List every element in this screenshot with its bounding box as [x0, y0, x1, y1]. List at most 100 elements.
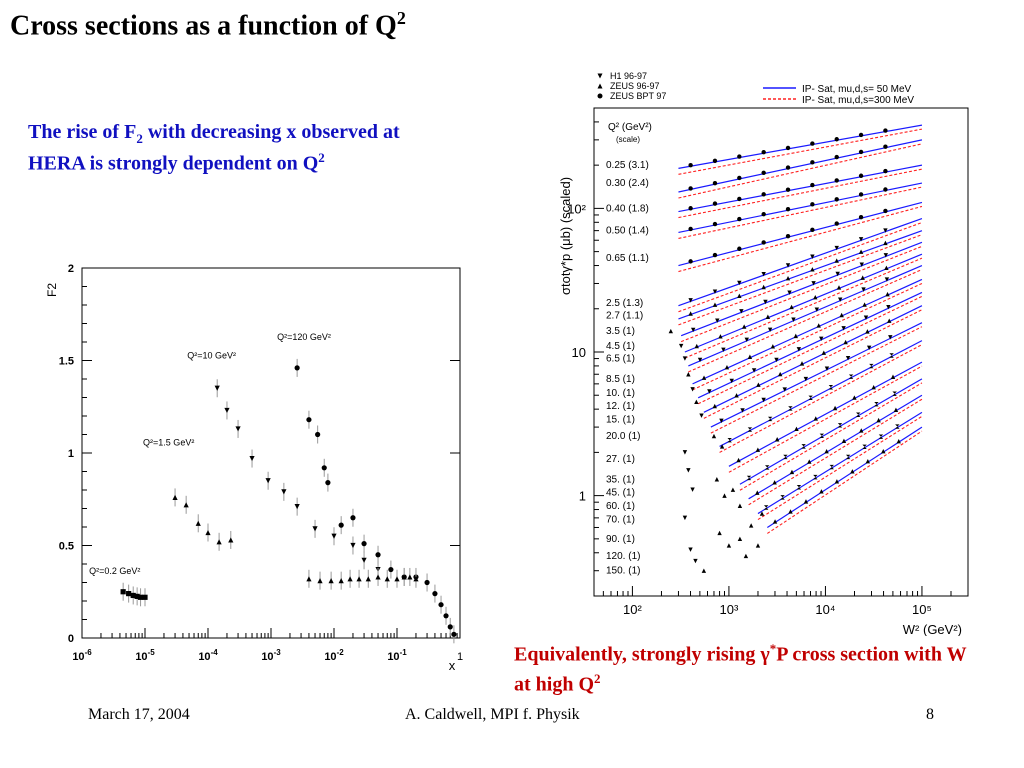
title-text: Cross sections as a function of Q	[10, 10, 397, 42]
xs-data-point	[756, 382, 761, 387]
xs-data-point	[834, 245, 839, 251]
xs-q2-label: 0.65 (1.1)	[606, 253, 649, 264]
xs-y-tick-label: 10²	[567, 201, 586, 216]
xs-data-point	[803, 376, 809, 382]
f2-data-point	[172, 494, 178, 500]
f2-data-point	[361, 541, 367, 547]
xs-data-point	[816, 323, 821, 328]
f2-data-point	[438, 602, 444, 608]
f2-data-point	[424, 579, 430, 586]
xs-data-point	[765, 465, 770, 470]
xs-data-point	[871, 384, 876, 390]
xs-data-point	[688, 186, 693, 191]
xs-data-point	[810, 254, 815, 259]
xs-data-point	[712, 221, 718, 227]
f2-data-point	[137, 594, 144, 600]
xs-band	[728, 361, 923, 473]
xs-data-point	[858, 173, 864, 178]
xs-data-point	[751, 368, 757, 373]
xs-data-point	[883, 187, 888, 192]
f2-data-point	[183, 502, 189, 508]
xs-data-point	[761, 170, 766, 175]
xs-model-curve-300mev	[757, 415, 923, 521]
xs-q2-label: 6.5 (1)	[606, 354, 635, 365]
xs-model-curve-300mev	[719, 344, 923, 453]
xs-data-point	[785, 145, 791, 151]
xs-x-tick-label: 10⁴	[815, 602, 835, 617]
xs-data-point	[884, 277, 890, 282]
f2-data-point	[375, 552, 381, 558]
f2-y-axis-label: F2	[45, 283, 59, 297]
xs-data-point	[865, 459, 871, 464]
xs-data-point	[824, 449, 829, 454]
xs-model-curve-50mev	[688, 264, 923, 367]
f2-data-point	[281, 489, 287, 495]
f2-data-point	[294, 504, 300, 510]
xs-data-point	[737, 293, 742, 299]
xs-data-point	[691, 327, 696, 333]
xs-data-point	[801, 444, 806, 449]
xs-low-w-data-point	[748, 523, 754, 528]
xs-data-point	[785, 187, 791, 192]
f2-data-point	[265, 478, 271, 484]
xs-data-point	[813, 474, 818, 480]
xs-data-point	[813, 294, 818, 300]
xs-band	[678, 164, 923, 219]
xs-data-point	[774, 437, 780, 442]
xs-data-point	[712, 252, 718, 258]
xs-model-curve-300mev	[728, 365, 923, 473]
xs-data-point	[810, 160, 815, 165]
xs-data-point	[896, 438, 901, 444]
xs-data-point	[799, 361, 805, 366]
xs-q2-label: 90. (1)	[606, 534, 635, 545]
xs-low-w-data-point	[743, 553, 749, 559]
xs-data-point	[772, 519, 778, 524]
xs-data-point	[834, 197, 839, 202]
xs-low-w-data-point	[682, 515, 688, 521]
xs-legend-marker	[597, 83, 603, 89]
xs-data-point	[785, 207, 791, 212]
xs-model-curve-50mev	[692, 278, 923, 385]
xs-data-point	[858, 192, 864, 197]
xs-model-curve-300mev	[680, 245, 923, 343]
xs-legend-marker-label: ZEUS 96-97	[610, 81, 660, 91]
f2-data-point	[356, 576, 362, 582]
xs-q2-label: 150. (1)	[606, 566, 640, 577]
xs-low-w-data-point	[690, 487, 695, 492]
xs-data-point	[834, 137, 839, 142]
xs-data-point	[832, 405, 838, 411]
xs-data-point	[810, 141, 815, 146]
xs-data-point	[819, 489, 824, 494]
f2-data-point	[350, 542, 356, 549]
xs-data-point	[869, 363, 874, 369]
xs-data-point	[807, 459, 812, 464]
xs-model-curve-50mev	[684, 253, 923, 353]
xs-data-point	[761, 284, 766, 290]
right-text-part2: P cross section with W at high Q	[514, 643, 967, 696]
xs-low-w-data-point	[717, 530, 722, 536]
xs-low-w-data-point	[726, 543, 732, 548]
xs-q2-label: 0.25 (3.1)	[606, 160, 649, 171]
xs-data-point	[767, 327, 773, 332]
xs-data-point	[737, 175, 742, 181]
xs-model-curve-300mev	[678, 168, 923, 219]
f2-data-point	[195, 520, 201, 526]
xs-low-w-data-point	[699, 413, 704, 418]
f2-y-tick-label: 2	[68, 263, 74, 275]
xs-data-point	[810, 267, 815, 272]
xs-band	[678, 201, 923, 273]
xs-q2-label: 3.5 (1)	[606, 326, 635, 337]
xs-data-point	[712, 403, 717, 409]
xs-data-point	[688, 206, 693, 211]
xs-model-curve-300mev	[710, 326, 923, 434]
xs-low-w-data-point	[694, 399, 699, 405]
xs-q2-label: 120. (1)	[606, 551, 640, 562]
f2-data-point	[388, 566, 394, 573]
xs-model-curve-50mev	[678, 182, 923, 234]
xs-model-curve-300mev	[678, 222, 923, 313]
xs-data-point	[859, 428, 864, 433]
xs-model-curve-300mev	[692, 282, 923, 391]
xs-data-point	[794, 426, 799, 432]
f2-x-tick-label: 10-5	[135, 648, 155, 663]
xs-model-curve-300mev	[678, 186, 923, 239]
